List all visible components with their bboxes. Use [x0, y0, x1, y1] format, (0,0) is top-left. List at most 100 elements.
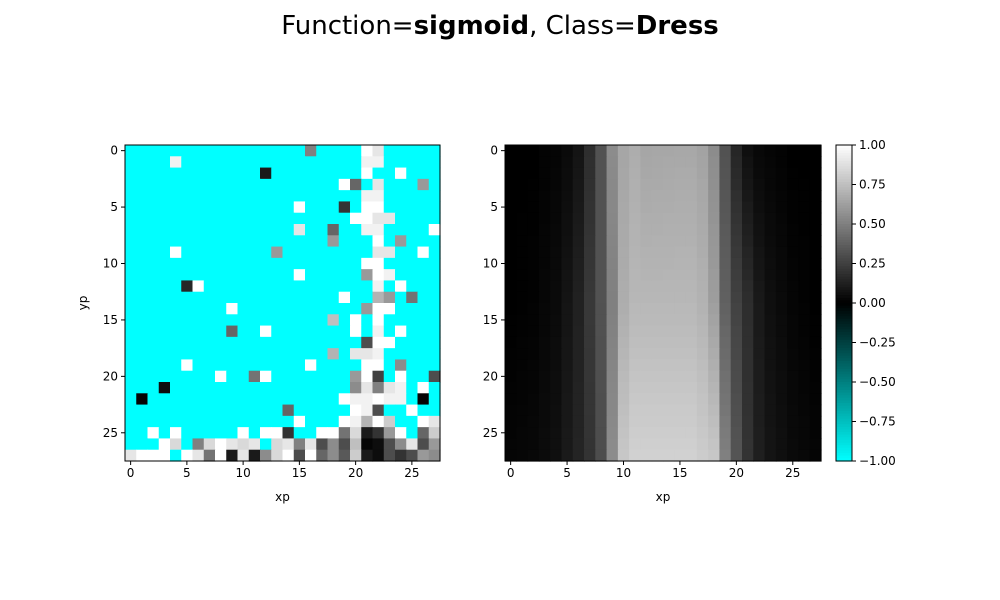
colorbar-tick-label: 0.25 [859, 257, 886, 271]
heatmap-cell [237, 370, 250, 383]
heatmap-cell [787, 167, 800, 180]
heatmap-cell [282, 348, 295, 361]
heatmap-cell [316, 370, 329, 383]
heatmap-cell [764, 167, 777, 180]
heatmap-cell [248, 325, 261, 338]
colorbar-segment [836, 313, 852, 317]
heatmap-cell [516, 415, 529, 428]
heatmap-cell [787, 393, 800, 406]
heatmap-cell [561, 167, 574, 180]
heatmap-cell [617, 427, 630, 440]
heatmap-cell [809, 348, 822, 361]
heatmap-cell [203, 348, 216, 361]
heatmap-cell [572, 145, 585, 157]
heatmap-cell [316, 303, 329, 315]
heatmap-cell [775, 348, 788, 361]
heatmap-cell [764, 415, 777, 428]
heatmap-cell [516, 224, 529, 236]
heatmap-cell [383, 167, 396, 180]
heatmap-cell [730, 382, 743, 394]
heatmap-cell [606, 257, 619, 270]
colorbar-segment [836, 189, 852, 193]
heatmap-cell [181, 449, 194, 462]
heatmap-cell [406, 336, 419, 349]
heatmap-cell [685, 415, 698, 428]
heatmap-cell [125, 156, 137, 169]
heatmap-cell [798, 291, 811, 304]
heatmap-cell [271, 224, 284, 236]
heatmap-cell [305, 303, 317, 315]
heatmap-cell [215, 314, 227, 327]
heatmap-cell [606, 438, 619, 451]
heatmap-cell [561, 348, 574, 361]
colorbar-segment [836, 147, 852, 151]
colorbar-segment [836, 342, 852, 346]
colorbar-segment [836, 208, 852, 212]
heatmap-cell [428, 291, 441, 304]
heatmap-cell [663, 190, 675, 203]
heatmap-cell [617, 167, 630, 180]
heatmap-cell [282, 212, 295, 225]
heatmap-cell [538, 190, 551, 203]
heatmap-cell [372, 145, 385, 157]
heatmap-cell [395, 393, 407, 406]
colorbar-segment [836, 221, 852, 225]
heatmap-cell [338, 382, 351, 394]
heatmap-cell [606, 156, 619, 169]
heatmap-cell [527, 314, 540, 327]
heatmap-cell [136, 359, 149, 372]
colorbar-gradient [836, 145, 852, 462]
heatmap-cell [775, 370, 788, 383]
heatmap-cell [809, 167, 822, 180]
heatmap-cell [338, 348, 351, 361]
heatmap-cell [550, 336, 563, 349]
heatmap-cell [696, 190, 709, 203]
heatmap-cell [327, 382, 340, 394]
colorbar-segment [836, 260, 852, 265]
heatmap-cell [538, 212, 551, 225]
heatmap-cell [170, 404, 182, 417]
heatmap-cell [719, 303, 732, 315]
heatmap-cell [550, 348, 563, 361]
colorbar-segment [836, 173, 852, 178]
heatmap-cell [181, 303, 194, 315]
heatmap-cell [674, 404, 687, 417]
heatmap-cell [383, 404, 396, 417]
heatmap-cell [282, 224, 295, 236]
heatmap-cell [730, 145, 743, 157]
heatmap-cell [215, 257, 227, 270]
heatmap-cell [305, 370, 317, 383]
heatmap-cell [787, 246, 800, 259]
heatmap-cell [260, 325, 272, 338]
heatmap-cell [584, 336, 596, 349]
heatmap-cell [685, 382, 698, 394]
colorbar-segment [836, 295, 852, 299]
heatmap-cell [237, 224, 250, 236]
heatmap-cell [203, 156, 216, 169]
heatmap-cell [572, 291, 585, 304]
heatmap-cell [237, 156, 250, 169]
heatmap-cell [192, 224, 205, 236]
heatmap-cell [685, 167, 698, 180]
heatmap-cell [753, 393, 766, 406]
heatmap-cell [248, 314, 261, 327]
heatmap-cell [629, 348, 642, 361]
heatmap-cell [708, 178, 721, 191]
heatmap-cell [395, 224, 407, 236]
heatmap-cell [406, 235, 419, 248]
heatmap-cell [136, 382, 149, 394]
heatmap-cell [538, 145, 551, 157]
colorbar-segment [836, 200, 852, 204]
heatmap-cell [147, 201, 160, 214]
heatmap-cell [406, 145, 419, 157]
heatmap-cell [753, 415, 766, 428]
heatmap-cell [708, 370, 721, 383]
heatmap-cell [338, 156, 351, 169]
heatmap-cell [181, 178, 194, 191]
heatmap-cell [125, 438, 137, 451]
heatmap-cell [203, 190, 216, 203]
heatmap-cell [696, 224, 709, 236]
heatmap-cell [651, 427, 664, 440]
heatmap-cell [730, 257, 743, 270]
heatmap-cell [428, 449, 441, 462]
